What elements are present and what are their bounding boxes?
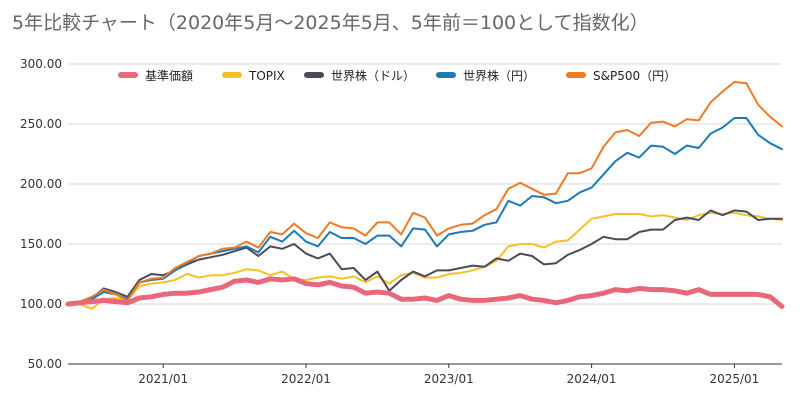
series-line-0 [65, 276, 785, 309]
legend-label: 世界株（円） [463, 68, 535, 83]
y-tick-label: 250.00 [20, 117, 62, 131]
y-tick-label: 50.00 [28, 357, 62, 371]
legend-swatch [436, 72, 456, 78]
y-tick-label: 100.00 [20, 297, 62, 311]
series-line-3 [67, 117, 783, 305]
legend-swatch [222, 72, 242, 78]
y-tick-label: 300.00 [20, 57, 62, 71]
y-tick-label: 150.00 [20, 237, 62, 251]
legend-swatch [566, 72, 586, 78]
series-layer [65, 81, 785, 310]
legend-label: 基準価額 [145, 68, 193, 83]
series-line-2 [67, 209, 783, 305]
x-tick-label: 2021/01 [138, 372, 188, 386]
legend-label: S&P500（円） [593, 69, 676, 83]
legend-swatch [304, 72, 324, 78]
legend: 基準価額 TOPIX 世界株（ドル） 世界株（円） S&P500（円） [118, 68, 676, 83]
series-line-4 [67, 81, 783, 305]
series-line-1 [67, 211, 783, 310]
x-tick-label: 2022/01 [281, 372, 331, 386]
legend-label: TOPIX [248, 69, 285, 83]
grid-layer [68, 63, 782, 365]
chart-title: 5年比較チャート（2020年5月〜2025年5月、5年前＝100として指数化） [12, 12, 649, 34]
legend-label: 世界株（ドル） [331, 68, 415, 83]
axis-layer: 50.00 100.00 150.00 200.00 250.00 300.00 2021/… [20, 57, 759, 386]
x-tick-label: 2025/01 [709, 372, 759, 386]
x-tick-label: 2024/01 [567, 372, 617, 386]
x-tick-label: 2023/01 [424, 372, 474, 386]
y-tick-label: 200.00 [20, 177, 62, 191]
legend-swatch [118, 72, 138, 78]
